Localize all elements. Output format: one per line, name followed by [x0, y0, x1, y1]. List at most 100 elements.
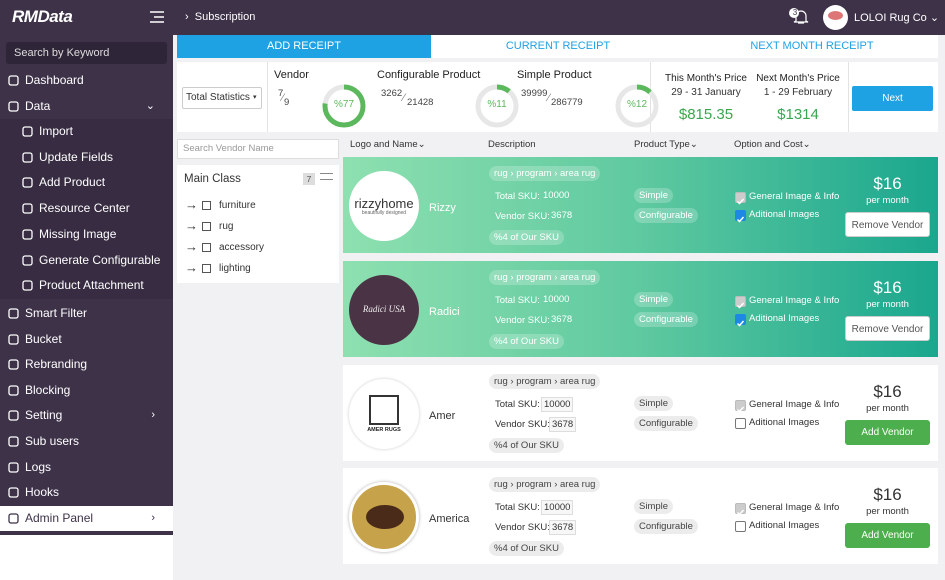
arrow: → — [185, 197, 198, 212]
price-range: 29 - 31 January — [671, 87, 741, 98]
option-label: General Image & Info — [749, 295, 840, 306]
option-checkbox[interactable] — [735, 400, 746, 413]
arrow: → — [185, 260, 198, 275]
tab[interactable]: CURRENT RECEIPT — [505, 40, 611, 52]
menu-item[interactable]: Rebranding — [0, 352, 173, 377]
menu-item[interactable]: Data ⌄ — [0, 94, 173, 119]
chevron: › — [151, 511, 155, 524]
column-header[interactable]: Description — [488, 139, 536, 150]
menu-label: Import — [39, 124, 74, 138]
menu-item[interactable]: Resource Center — [0, 196, 173, 221]
checkbox[interactable] — [202, 201, 211, 210]
search-input[interactable]: Search by Keyword — [6, 42, 167, 64]
sku-label: Total SKU: — [495, 502, 540, 513]
action-button[interactable]: Remove Vendor — [845, 212, 930, 237]
menu-label: Logs — [25, 459, 52, 474]
menu-item[interactable]: Import — [0, 119, 173, 144]
option-checkbox[interactable] — [735, 192, 746, 205]
donut-value — [475, 84, 519, 128]
option-checkbox[interactable] — [735, 314, 746, 327]
class-label: furniture — [219, 200, 256, 211]
donut — [322, 84, 366, 128]
tag: area rug — [560, 272, 596, 283]
account-name[interactable]: LOLOI Rug Co ⌄ — [854, 12, 940, 24]
vendor-search[interactable]: Search Vendor Name — [177, 139, 339, 159]
breadcrumb-text: Subscription — [194, 11, 256, 23]
menu-item[interactable]: Missing Image — [0, 222, 173, 247]
menu-icon — [22, 280, 33, 291]
share: %4 of Our SKU — [489, 541, 564, 556]
vendor-name: Rizzy — [429, 202, 456, 214]
icon-shape — [8, 461, 19, 473]
tab[interactable]: NEXT MONTH RECEIPT — [750, 40, 874, 52]
menu-item[interactable]: Generate Configurable — [0, 248, 173, 273]
menu-label: Hooks — [25, 485, 60, 500]
class-label: accessory — [219, 242, 265, 253]
account-text: LOLOI Rug Co — [854, 12, 927, 24]
check — [736, 509, 745, 516]
tag-path: rug › program › area rug — [489, 374, 601, 389]
tag: rug — [494, 272, 508, 283]
menu-item[interactable]: Hooks — [0, 480, 173, 505]
checkbox[interactable] — [202, 264, 211, 273]
menu-item[interactable]: Sub users — [0, 429, 173, 454]
menu-item[interactable]: Smart Filter — [0, 301, 173, 326]
column-header[interactable]: Product Type⌄ — [634, 139, 698, 150]
option-checkbox[interactable] — [735, 503, 746, 516]
avatar — [823, 5, 848, 30]
tag-path: rug › program › area rug — [489, 270, 601, 285]
option-checkbox[interactable] — [735, 296, 746, 309]
menu-toggle[interactable] — [150, 11, 164, 23]
menu-item[interactable]: Bucket — [0, 327, 173, 352]
tabs: ADD RECEIPT CURRENT RECEIPT NEXT MONTH REC… — [177, 35, 938, 58]
action-button[interactable]: Add Vendor — [845, 523, 930, 548]
column-header[interactable]: Logo and Name⌄ — [350, 139, 426, 150]
tab[interactable]: ADD RECEIPT — [177, 35, 431, 58]
menu-item[interactable]: Add Product — [0, 170, 173, 195]
donut-label: %11 — [487, 99, 507, 110]
sidebar: RMData Search by Keyword Dashboard Data ⌄ I… — [0, 0, 173, 535]
sku-value: 3678 — [549, 417, 577, 432]
logo-text: AMER RUGS — [367, 427, 401, 433]
menu-item[interactable]: Update Fields — [0, 145, 173, 170]
vendor-row: AMER RUGS Amer rug › program › area rug To… — [343, 365, 938, 461]
option-checkbox[interactable] — [735, 210, 746, 223]
logo: RMData — [12, 7, 73, 26]
stat-label: Vendor — [274, 69, 309, 81]
menu-item[interactable]: Setting › — [0, 403, 173, 428]
menu-item[interactable]: Product Attachment — [0, 273, 173, 298]
menu-label: Bucket — [25, 331, 62, 346]
bell[interactable] — [789, 8, 811, 26]
donut-value — [615, 84, 659, 128]
next-button[interactable]: Next — [852, 86, 933, 111]
stat-slash: ⁄ — [403, 92, 405, 104]
product-type: Configurable — [634, 519, 698, 534]
menu-item[interactable]: Admin Panel › — [0, 505, 173, 531]
tag-path: rug › program › area rug — [489, 166, 601, 181]
product-type: Configurable — [634, 416, 698, 431]
check — [736, 216, 745, 223]
menu-item[interactable]: Logs — [0, 455, 173, 480]
tag: program — [516, 376, 552, 387]
filter-title: Main Class — [184, 173, 241, 185]
stat-slash: ⁄ — [282, 92, 284, 104]
filter-count: 7 — [303, 173, 315, 185]
period: per month — [866, 299, 909, 310]
tag: area rug — [560, 479, 596, 490]
column-header[interactable]: Option and Cost⌄ — [734, 139, 811, 150]
stat-count: 7 — [278, 88, 284, 99]
checkbox[interactable] — [202, 222, 211, 231]
menu-item[interactable]: Dashboard — [0, 68, 173, 93]
share: %4 of Our SKU — [489, 438, 564, 453]
stats-select[interactable]: Total Statistics — [182, 87, 262, 109]
action-button[interactable]: Remove Vendor — [845, 316, 930, 341]
menu-item[interactable]: Blocking — [0, 378, 173, 403]
icon-shape — [22, 152, 33, 163]
action-button[interactable]: Add Vendor — [845, 420, 930, 445]
checkbox[interactable] — [202, 243, 211, 252]
stat-slash: ⁄ — [548, 92, 550, 104]
menu-label: Add Product — [39, 175, 106, 190]
option-checkbox[interactable] — [735, 521, 746, 532]
donut — [615, 84, 659, 128]
option-checkbox[interactable] — [735, 418, 746, 429]
